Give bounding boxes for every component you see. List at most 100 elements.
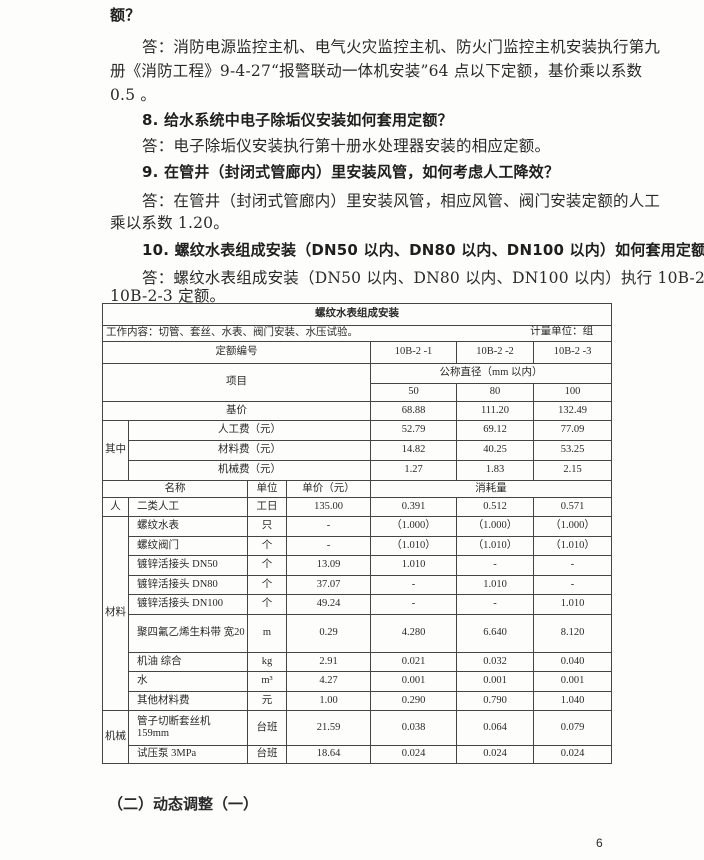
answer-9: 答：在管井（封闭式管廊内）里安装风管，相应风管、阀门安装定额的人工 (142, 192, 661, 210)
question-10: 10. 螺纹水表组成安装（DN50 以内、DN80 以内、DN100 以内）如何… (142, 241, 704, 259)
code: 10B-2 -2 (456, 341, 534, 364)
consumption-value: 0.024 (456, 745, 534, 764)
resource-unit: m (247, 613, 287, 653)
diameter: 80 (456, 383, 534, 402)
consumption-value: 0.290 (370, 690, 457, 711)
consumption-value: （1.010） (532, 535, 613, 556)
resource-name: 水 (128, 671, 248, 692)
resource-price: 2.91 (286, 651, 371, 672)
cost-name: 机械费（元） (128, 460, 371, 481)
group-label: 人 (102, 497, 129, 517)
resource-unit: 元 (247, 690, 287, 711)
section-heading: （二）动态调整（一） (108, 795, 259, 813)
consumption-value: - (370, 574, 457, 595)
text-line: 额？ (110, 6, 141, 24)
resource-unit: 个 (247, 535, 287, 556)
resource-price: 1.00 (286, 690, 371, 711)
resource-name: 试压泵 3MPa (128, 745, 248, 764)
consumption-value: 0.032 (456, 651, 534, 672)
consumption-value: （1.000） (370, 516, 457, 537)
resource-unit: 个 (247, 555, 287, 576)
text-line: 答：消防电源监控主机、电气火灾监控主机、防火门监控主机安装执行第九 (142, 38, 661, 56)
resource-name: 镀锌活接头 DN80 (128, 574, 248, 595)
resource-name: 机油 综合 (128, 651, 248, 672)
resource-name: 二类人工 (128, 497, 248, 517)
header-price: 单价（元） (286, 480, 371, 498)
base-price: 68.88 (370, 401, 457, 421)
resource-price: - (286, 535, 371, 556)
consumption-value: - (456, 594, 534, 615)
resource-unit: 工日 (247, 497, 287, 517)
consumption-value: - (532, 574, 613, 595)
cost-value: 1.27 (370, 460, 457, 481)
resource-unit: m³ (247, 671, 287, 692)
resource-name: 管子切断套丝机 159mm (128, 710, 248, 746)
resource-unit: 台班 (247, 710, 287, 746)
measure-unit: 计量单位：组 (530, 326, 594, 338)
consumption-value: 1.010 (532, 594, 613, 615)
consumption-value: 4.280 (370, 613, 457, 653)
resource-name: 螺纹阀门 (128, 535, 248, 556)
of-which-label: 其中 (102, 420, 129, 481)
consumption-value: - (370, 594, 457, 615)
consumption-value: 0.024 (532, 745, 613, 764)
text-line: 册《消防工程》9-4-27“报警联动一体机安装”64 点以下定额，基价乘以系数 (110, 62, 643, 80)
question-8: 8. 给水系统中电子除垢仪安装如何套用定额？ (142, 111, 453, 129)
resource-price: 135.00 (286, 497, 371, 517)
consumption-value: 0.571 (532, 497, 613, 517)
quota-table: 螺纹水表组成安装 工作内容：切管、套丝、水表、阀门安装、水压试验。 计量单位：组 … (101, 303, 613, 764)
resource-price: 13.09 (286, 555, 371, 576)
consumption-value: - (456, 555, 534, 576)
table-title: 螺纹水表组成安装 (101, 303, 613, 326)
cost-value: 53.25 (532, 440, 613, 461)
consumption-value: 1.010 (370, 555, 457, 576)
cost-value: 14.82 (370, 440, 457, 461)
resource-price: - (286, 516, 371, 537)
text-line: 0.5 。 (110, 86, 157, 104)
header-consumption: 消耗量 (369, 480, 613, 498)
consumption-value: 0.024 (370, 745, 457, 764)
resource-price: 18.64 (286, 745, 371, 764)
resource-unit: 个 (247, 594, 287, 615)
answer-10: 答：螺纹水表组成安装（DN50 以内、DN80 以内、DN100 以内）执行 1… (142, 269, 704, 287)
consumption-value: 0.040 (532, 651, 613, 672)
resource-unit: 只 (247, 516, 287, 537)
base-price: 132.49 (532, 401, 613, 421)
cost-value: 2.15 (532, 460, 613, 481)
resource-price: 21.59 (286, 710, 371, 746)
consumption-value: 0.079 (532, 710, 613, 746)
answer-8: 答：电子除垢仪安装执行第十册水处理器安装的相应定额。 (142, 137, 551, 155)
work-content-text: 工作内容：切管、套丝、水表、阀门安装、水压试验。 (106, 327, 358, 339)
consumption-value: （1.010） (370, 535, 457, 556)
cost-value: 40.25 (456, 440, 534, 461)
consumption-value: 0.038 (370, 710, 457, 746)
consumption-value: （1.000） (456, 516, 534, 537)
resource-name: 镀锌活接头 DN50 (128, 555, 248, 576)
consumption-value: 0.021 (370, 651, 457, 672)
group-label: 机械 (102, 710, 129, 764)
cost-value: 69.12 (456, 420, 534, 441)
consumption-value: 0.391 (370, 497, 457, 517)
consumption-value: 0.790 (456, 690, 534, 711)
cost-value: 77.09 (532, 420, 613, 441)
work-content: 工作内容：切管、套丝、水表、阀门安装、水压试验。 计量单位：组 (101, 325, 613, 342)
resource-price: 4.27 (286, 671, 371, 692)
resource-unit: 台班 (247, 745, 287, 764)
question-9: 9. 在管井（封闭式管廊内）里安装风管，如何考虑人工降效？ (142, 163, 560, 181)
resource-name: 镀锌活接头 DN100 (128, 594, 248, 615)
resource-name: 聚四氟乙烯生料带 宽20 (128, 613, 248, 653)
consumption-value: 8.120 (532, 613, 613, 653)
resource-price: 37.07 (286, 574, 371, 595)
header-unit: 单位 (247, 480, 287, 498)
base-price-label: 基价 (102, 401, 371, 421)
consumption-value: 0.001 (370, 671, 457, 692)
answer-10-cont: 10B-2-3 定额。 (110, 287, 226, 305)
diameter-label: 公称直径（mm 以内） (369, 363, 613, 384)
consumption-value: （1.000） (532, 516, 613, 537)
resource-unit: kg (247, 651, 287, 672)
resource-price: 49.24 (286, 594, 371, 615)
consumption-value: 1.040 (532, 690, 613, 711)
item-label: 项目 (102, 363, 371, 402)
consumption-value: 0.001 (532, 671, 613, 692)
consumption-value: 6.640 (456, 613, 534, 653)
